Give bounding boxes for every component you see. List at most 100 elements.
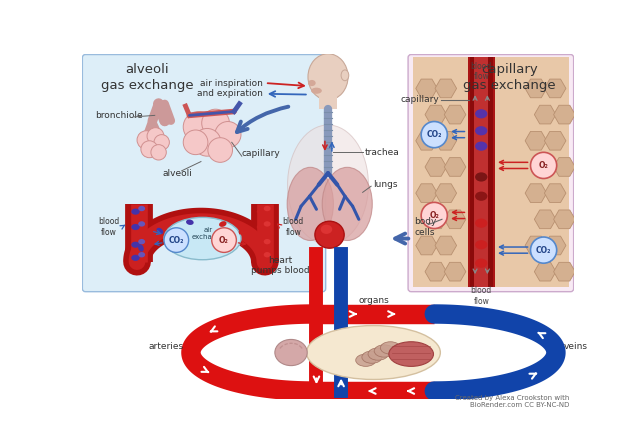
FancyBboxPatch shape xyxy=(83,55,326,292)
Ellipse shape xyxy=(257,255,265,261)
Circle shape xyxy=(531,237,557,263)
Circle shape xyxy=(421,121,447,148)
Text: blood
flow: blood flow xyxy=(470,62,492,82)
Ellipse shape xyxy=(138,252,145,258)
Polygon shape xyxy=(425,263,447,281)
Text: blood
flow: blood flow xyxy=(470,286,492,306)
Polygon shape xyxy=(554,105,575,124)
Circle shape xyxy=(137,131,156,149)
Text: blood
flow: blood flow xyxy=(98,217,119,237)
Ellipse shape xyxy=(257,241,265,248)
Ellipse shape xyxy=(138,239,145,244)
Polygon shape xyxy=(435,184,456,202)
Polygon shape xyxy=(444,158,466,176)
Circle shape xyxy=(151,145,166,160)
Text: O₂: O₂ xyxy=(429,211,439,220)
Polygon shape xyxy=(435,236,456,255)
Polygon shape xyxy=(545,131,566,150)
Ellipse shape xyxy=(287,168,333,241)
Ellipse shape xyxy=(239,228,246,234)
Circle shape xyxy=(164,228,189,252)
Polygon shape xyxy=(534,210,556,228)
Text: CO₂: CO₂ xyxy=(536,246,551,254)
Polygon shape xyxy=(534,105,556,124)
Ellipse shape xyxy=(138,221,145,227)
Ellipse shape xyxy=(475,240,488,250)
Text: alveoli: alveoli xyxy=(163,168,193,177)
Bar xyxy=(413,57,569,287)
Ellipse shape xyxy=(311,88,322,94)
Ellipse shape xyxy=(287,125,369,244)
Ellipse shape xyxy=(380,342,401,354)
Ellipse shape xyxy=(341,70,349,81)
Ellipse shape xyxy=(131,224,140,230)
Text: veins: veins xyxy=(564,342,588,351)
Polygon shape xyxy=(534,158,556,176)
Bar xyxy=(474,57,488,287)
Bar xyxy=(482,57,494,287)
Ellipse shape xyxy=(138,206,145,211)
Text: air
exchange: air exchange xyxy=(192,228,225,241)
Polygon shape xyxy=(545,79,566,98)
Bar xyxy=(468,57,481,287)
Polygon shape xyxy=(554,210,575,228)
Circle shape xyxy=(202,109,230,137)
Ellipse shape xyxy=(308,80,316,86)
Ellipse shape xyxy=(475,219,488,228)
Polygon shape xyxy=(416,131,437,150)
Ellipse shape xyxy=(219,221,227,227)
Ellipse shape xyxy=(257,224,265,230)
Text: heart
pumps blood: heart pumps blood xyxy=(251,255,310,275)
Text: arteries: arteries xyxy=(148,342,183,351)
Text: CO₂: CO₂ xyxy=(168,236,184,245)
Ellipse shape xyxy=(368,348,388,360)
Text: capillary
gas exchange: capillary gas exchange xyxy=(463,63,556,92)
Text: capillary: capillary xyxy=(401,95,440,104)
Polygon shape xyxy=(525,131,547,150)
Text: trachea: trachea xyxy=(365,148,400,157)
Ellipse shape xyxy=(264,206,271,211)
Polygon shape xyxy=(545,184,566,202)
Text: alveoli
gas exchange: alveoli gas exchange xyxy=(100,63,193,92)
Polygon shape xyxy=(554,263,575,281)
Ellipse shape xyxy=(264,221,271,227)
Circle shape xyxy=(215,121,241,148)
Ellipse shape xyxy=(374,345,394,357)
Bar xyxy=(468,57,470,287)
Text: CO₂: CO₂ xyxy=(426,130,442,139)
Ellipse shape xyxy=(275,340,307,366)
Polygon shape xyxy=(425,105,447,124)
Ellipse shape xyxy=(164,217,241,260)
Circle shape xyxy=(141,141,158,158)
Ellipse shape xyxy=(131,241,140,248)
Ellipse shape xyxy=(475,109,488,118)
Circle shape xyxy=(212,228,236,252)
Ellipse shape xyxy=(264,252,271,258)
Ellipse shape xyxy=(475,126,488,135)
FancyBboxPatch shape xyxy=(408,55,573,292)
Circle shape xyxy=(183,112,214,142)
Polygon shape xyxy=(425,158,447,176)
Text: Created by Alexa Crookston with
BioRender.com CC BY-NC-ND: Created by Alexa Crookston with BioRende… xyxy=(454,395,569,409)
Ellipse shape xyxy=(307,326,440,379)
Text: organs: organs xyxy=(358,296,389,305)
Ellipse shape xyxy=(138,244,144,252)
Polygon shape xyxy=(444,263,466,281)
Ellipse shape xyxy=(321,225,332,234)
Circle shape xyxy=(208,138,232,162)
Bar xyxy=(493,57,495,287)
Ellipse shape xyxy=(308,54,348,100)
Ellipse shape xyxy=(156,228,163,234)
Ellipse shape xyxy=(475,258,488,268)
Ellipse shape xyxy=(475,192,488,201)
Circle shape xyxy=(183,130,208,155)
Bar xyxy=(319,92,337,109)
Polygon shape xyxy=(534,263,556,281)
Polygon shape xyxy=(525,184,547,202)
Circle shape xyxy=(421,202,447,228)
Ellipse shape xyxy=(475,172,488,181)
Polygon shape xyxy=(545,236,566,255)
Text: blood
flow: blood flow xyxy=(283,217,304,237)
Polygon shape xyxy=(554,158,575,176)
Text: lungs: lungs xyxy=(372,180,397,189)
